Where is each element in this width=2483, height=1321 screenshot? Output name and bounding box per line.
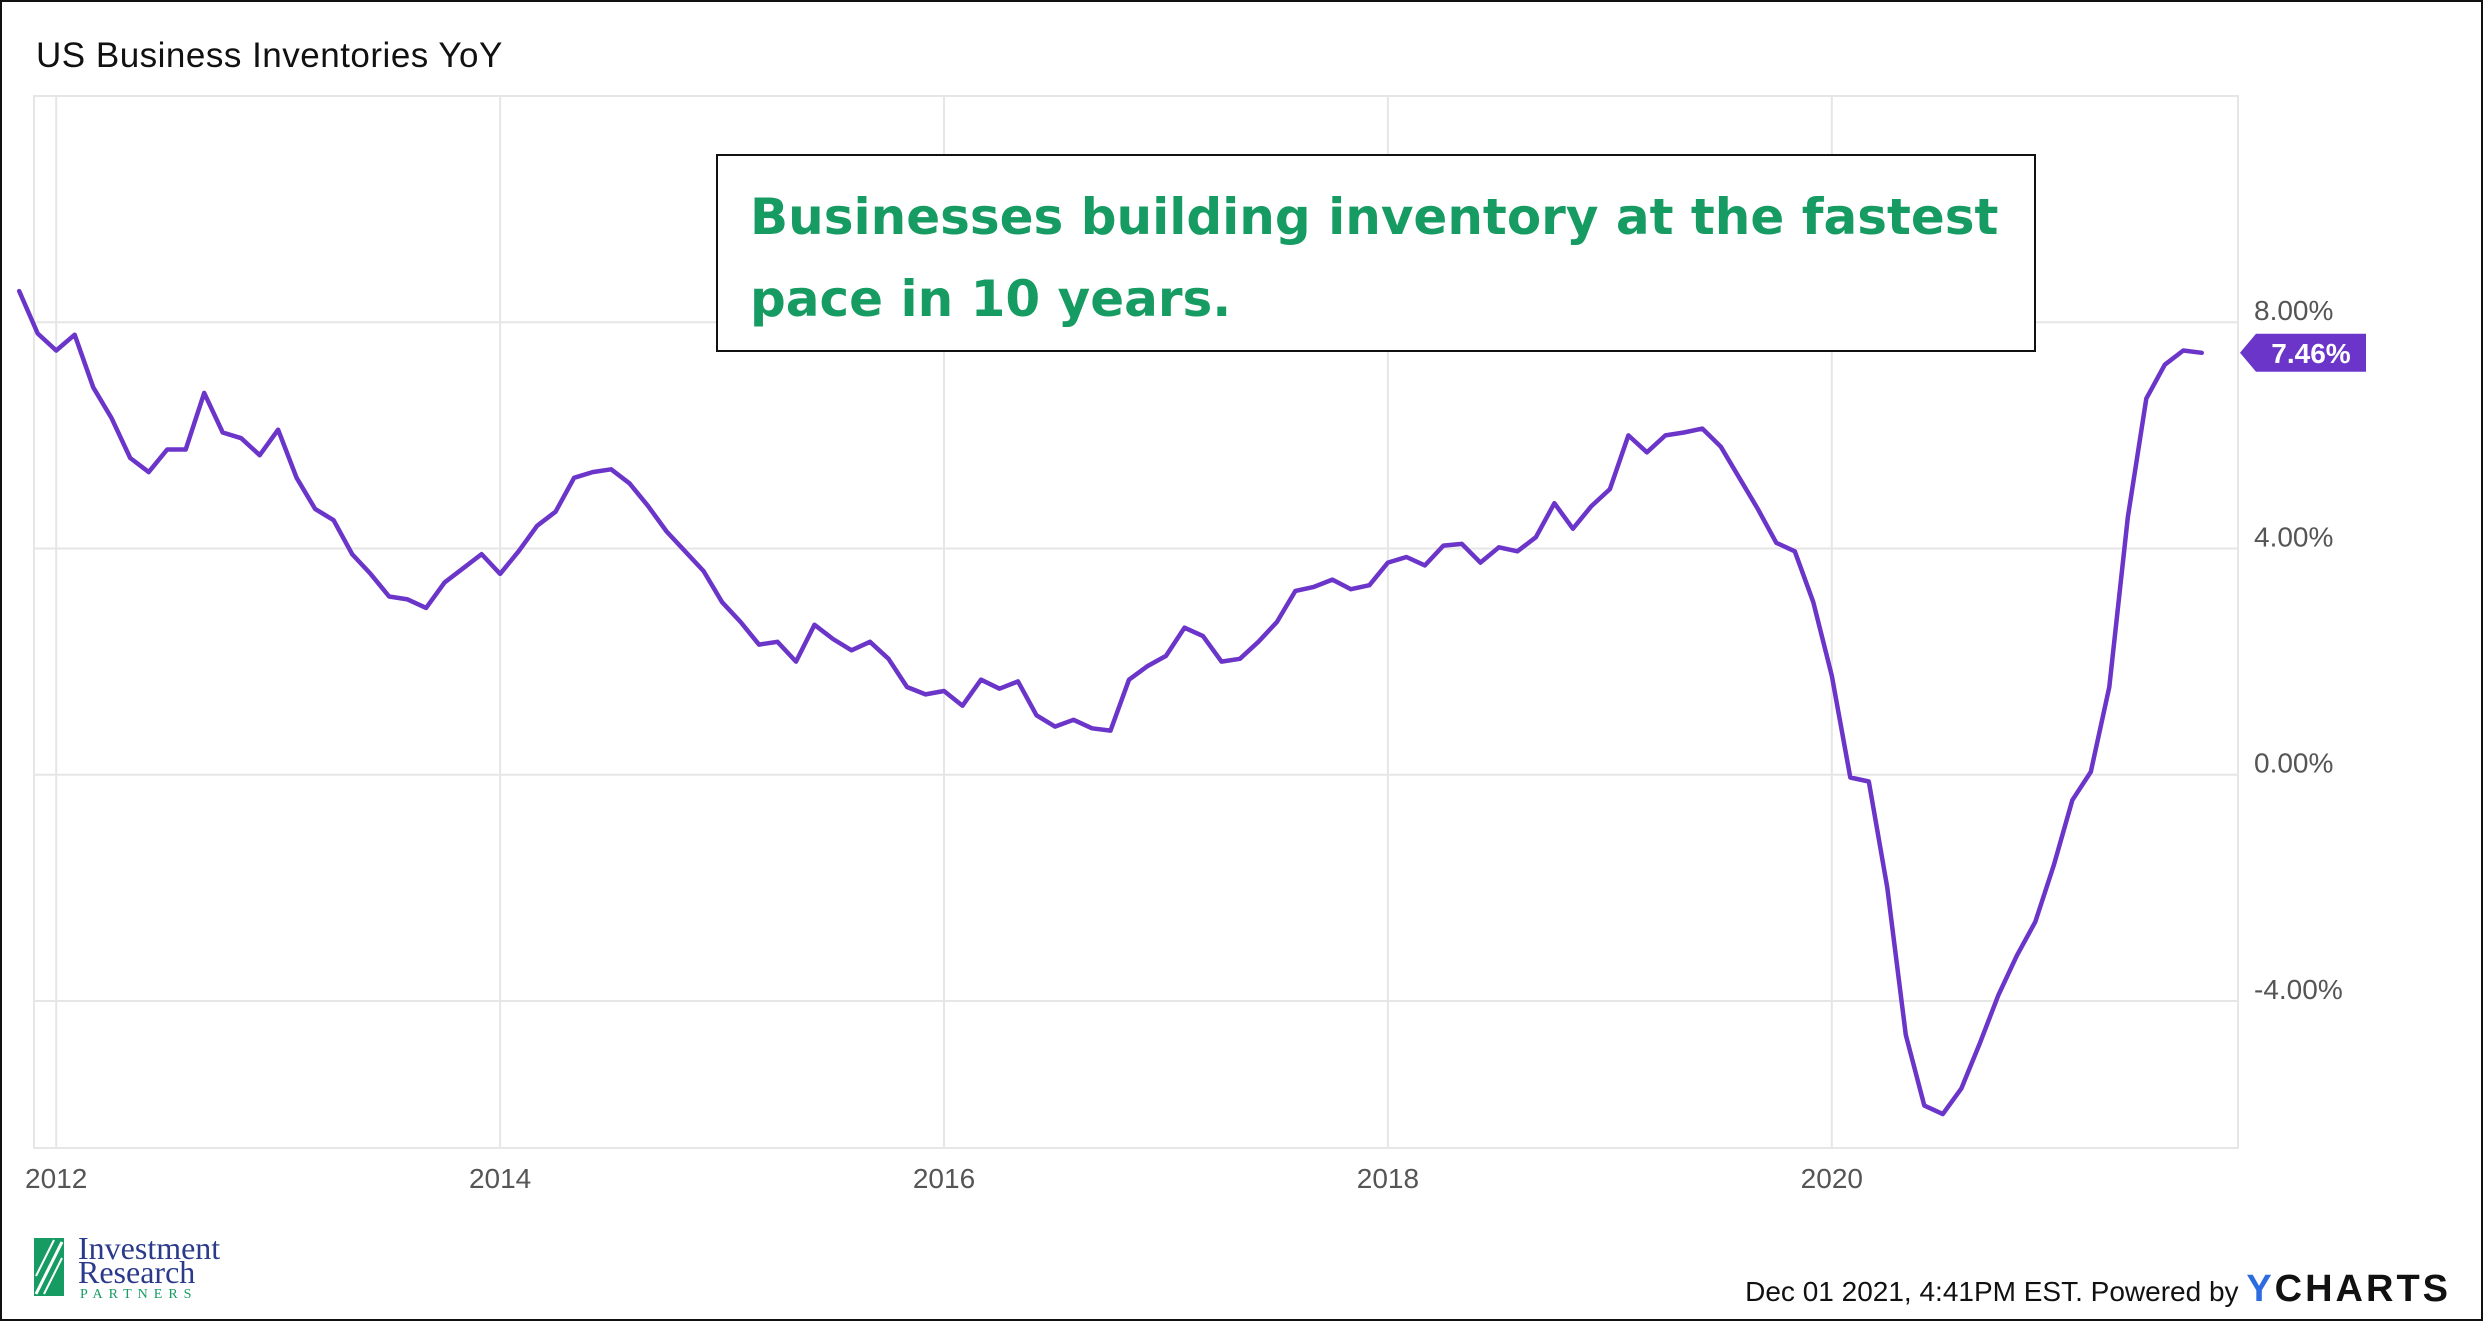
last-value-label: 7.46% (2271, 338, 2350, 369)
logo-text-line3: PARTNERS (80, 1287, 198, 1302)
y-tick-label-0.00%: 0.00% (2254, 748, 2333, 779)
investment-research-partners-logo: Investment Research PARTNERS (32, 1230, 272, 1304)
plot-area (33, 95, 2239, 1149)
y-tick-label-4.00%: 4.00% (2254, 521, 2333, 552)
y-tick-labels: 8.00% 4.00% 0.00% -4.00% (2254, 295, 2343, 1005)
x-tick-labels: 2012 2014 2016 2018 2020 (25, 1163, 1863, 1194)
ycharts-brand-y: Y (2246, 1268, 2275, 1310)
ycharts-brand-rest: CHARTS (2274, 1268, 2451, 1310)
x-tick-label-2014: 2014 (469, 1163, 531, 1194)
x-tick-label-2018: 2018 (1357, 1163, 1419, 1194)
x-tick-label-2020: 2020 (1801, 1163, 1863, 1194)
last-value-badge (2240, 333, 2366, 372)
last-value-marker: 7.46% (2240, 333, 2366, 372)
y-tick-label--4.00%: -4.00% (2254, 974, 2343, 1005)
ycharts-brand[interactable]: YCHARTS (2246, 1268, 2451, 1310)
series-line (16, 288, 2204, 1117)
y-tick-label-8.00%: 8.00% (2254, 295, 2333, 326)
logo-text-line2: Research (78, 1254, 196, 1290)
footer-timestamp: Dec 01 2021, 4:41PM EST. Powered by (1745, 1276, 2239, 1307)
x-tick-label-2012: 2012 (25, 1163, 87, 1194)
chart-title: US Business Inventories YoY (36, 36, 503, 75)
annotation-text: Businesses building inventory at the fas… (750, 188, 1999, 328)
x-tick-label-2016: 2016 (913, 1163, 975, 1194)
logo-text-line1: Investment (78, 1230, 221, 1266)
horizontal-gridlines (34, 321, 2238, 1002)
logo-mark-icon (34, 1238, 64, 1296)
footer: Dec 01 2021, 4:41PM EST. Powered by YCHA… (1745, 1268, 2451, 1311)
annotation-box: Businesses building inventory at the fas… (716, 154, 2036, 352)
